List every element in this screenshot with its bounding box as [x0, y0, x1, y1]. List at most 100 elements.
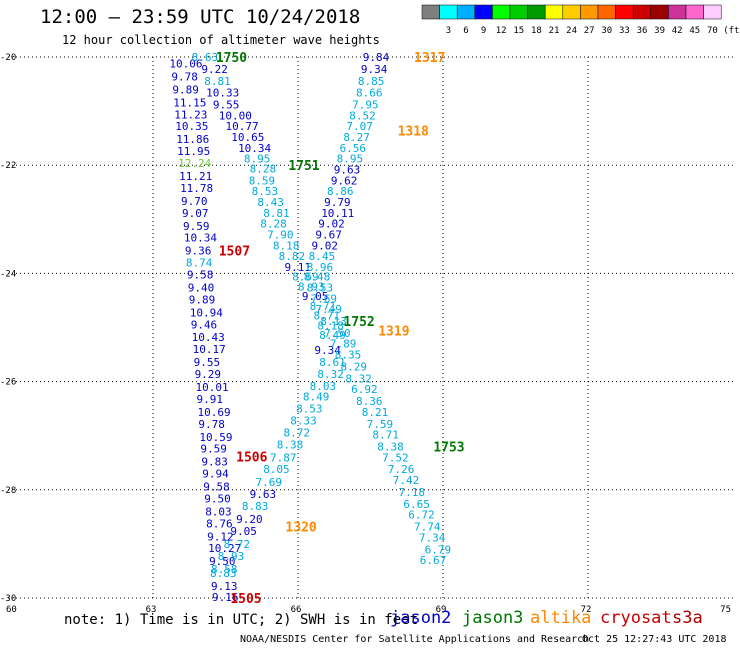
page-title: 12:00 — 23:59 UTC 10/24/2018: [40, 6, 361, 28]
color-bin-label: 70: [707, 26, 718, 36]
wave-height-value: 8.95: [337, 153, 364, 166]
legend-jason2: jason2: [390, 608, 452, 628]
wave-height-value: 9.46: [191, 318, 218, 331]
wave-height-value: 9.12: [207, 530, 234, 543]
wave-height-value: 9.63: [334, 164, 361, 177]
lon-tick-label: 66: [291, 605, 302, 615]
wave-height-value: 9.13: [211, 580, 238, 593]
wave-height-value: 10.27: [208, 542, 241, 555]
wave-height-value: 8.72: [284, 426, 311, 439]
wave-height-value: 8.45: [309, 250, 336, 263]
wave-height-value: 10.11: [321, 207, 354, 220]
wave-height-value: 8.13: [320, 315, 347, 328]
wave-height-value: 8.28: [260, 218, 287, 231]
wave-height-value: 12.24: [178, 157, 211, 170]
wave-height-value: 9.94: [202, 468, 229, 481]
lon-tick-label: 60: [6, 605, 17, 615]
wave-height-value: 8.33: [290, 415, 317, 428]
wave-height-value: 8.85: [358, 75, 385, 88]
color-bin-label: 42: [672, 26, 683, 36]
wave-height-value: 10.94: [190, 306, 223, 319]
wave-height-value: 7.59: [367, 418, 394, 431]
wave-height-value: 9.16: [212, 591, 239, 604]
wave-height-value: 9.58: [187, 268, 214, 281]
wave-height-value: 9.59: [200, 443, 227, 456]
wave-height-value: 7.95: [352, 99, 379, 112]
track-pass-label: 1505: [230, 592, 261, 607]
lat-tick-label: -28: [0, 486, 16, 496]
lat-tick-label: -26: [0, 378, 16, 388]
wave-height-value: 9.58: [203, 481, 230, 494]
color-bin-label: 45: [689, 26, 700, 36]
wave-height-value: 10.06: [169, 57, 202, 70]
wave-height-value: 7.90: [267, 228, 294, 241]
wave-height-value: 8.38: [277, 438, 304, 451]
wave-height-value: 8.32: [345, 372, 372, 385]
wave-height-value: 8.86: [327, 185, 354, 198]
wave-height-value: 9.59: [183, 220, 210, 233]
wave-height-value: 7.18: [399, 486, 426, 499]
wave-height-value: 8.05: [263, 463, 290, 476]
wave-height-value: 7.34: [419, 531, 446, 544]
wave-height-value: 8.43: [257, 196, 284, 209]
wave-height-value: 8.03: [205, 505, 232, 518]
wave-height-value: 8.63: [192, 51, 219, 64]
wave-height-value: 10.34: [184, 232, 217, 245]
wave-height-value: 9.11: [284, 261, 311, 274]
wave-height-value: 9.78: [198, 418, 225, 431]
wave-height-value: 6.65: [403, 498, 430, 511]
wave-height-value: 10.77: [226, 120, 259, 133]
wave-height-value: 10.59: [199, 431, 232, 444]
wave-height-value: 8.03: [310, 380, 337, 393]
color-bin-label: 33: [619, 26, 630, 36]
wave-height-value: 8.96: [307, 261, 334, 274]
wave-height-value: 10.35: [175, 120, 208, 133]
wave-height-value: 11.15: [173, 96, 206, 109]
legend-jason3: jason3: [462, 608, 524, 628]
wave-height-value: 7.49: [315, 303, 342, 316]
wave-height-value: 7.87: [270, 451, 297, 464]
track-pass-label: 1751: [288, 159, 319, 174]
wave-height-value: 9.05: [302, 290, 329, 303]
wave-height-value: 8.81: [263, 207, 290, 220]
track-pass-label: 1317: [414, 51, 445, 66]
track-pass-label: 1752: [343, 315, 374, 330]
wave-height-value: 9.50: [209, 555, 236, 568]
wave-height-value: 8.29: [341, 360, 368, 373]
wave-height-value: 9.62: [331, 174, 358, 187]
wave-height-value: 7.74: [414, 521, 441, 534]
wave-height-value: 8.93: [218, 550, 245, 563]
wave-height-value: 10.43: [192, 331, 225, 344]
wave-height-value: 8.71: [313, 310, 340, 323]
wave-height-value: 8.76: [206, 517, 233, 530]
wave-height-value: 9.22: [201, 63, 228, 76]
wave-height-value: 6.72: [408, 509, 435, 522]
wave-height-value: 9.50: [204, 492, 231, 505]
wave-height-value: 8.69: [292, 271, 319, 284]
wave-height-value: 9.83: [201, 456, 228, 469]
wave-height-value: 8.61: [319, 356, 346, 369]
wave-height-value: 8.66: [356, 87, 383, 100]
wave-height-value: 10.17: [193, 343, 226, 356]
color-bin-label: 27: [584, 26, 595, 36]
wave-height-value: 8.58: [211, 563, 238, 576]
wave-height-value: 8.81: [204, 75, 231, 88]
wave-height-value: 8.52: [349, 109, 376, 122]
lat-tick-label: -24: [0, 269, 16, 279]
wave-height-value: 9.55: [213, 99, 240, 112]
wave-height-value: 7.69: [255, 476, 282, 489]
wave-height-value: 11.78: [180, 182, 213, 195]
wave-height-value: 8.74: [186, 257, 213, 270]
wave-height-value: 7.89: [330, 338, 357, 351]
lon-tick-label: 63: [146, 605, 157, 615]
wave-height-value: 6.56: [340, 142, 367, 155]
wave-height-value: 9.63: [250, 488, 277, 501]
footer-credit: NOAA/NESDIS Center for Satellite Applica…: [240, 634, 590, 645]
color-bin-label: 3: [446, 26, 451, 36]
wave-height-value: 10.34: [238, 142, 271, 155]
wave-height-value: 8.18: [317, 319, 344, 332]
wave-height-value: 8.49: [303, 391, 330, 404]
wave-height-value: 9.40: [188, 281, 215, 294]
color-bin-label: 15: [513, 26, 524, 36]
